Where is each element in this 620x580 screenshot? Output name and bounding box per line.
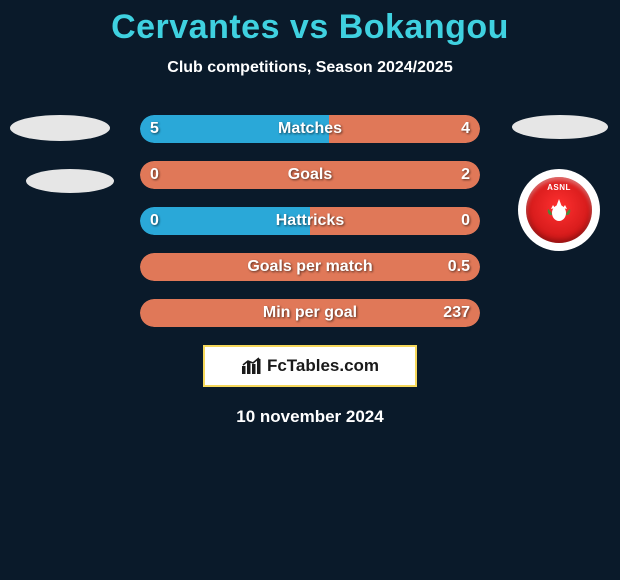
bar-right	[140, 299, 480, 327]
stat-row: Matches54	[0, 115, 620, 143]
page-title: Cervantes vs Bokangou	[0, 8, 620, 47]
stat-row: Min per goal237	[0, 299, 620, 327]
bar-track	[140, 299, 480, 327]
stat-row: Hattricks00	[0, 207, 620, 235]
bar-track	[140, 115, 480, 143]
bar-track	[140, 161, 480, 189]
footer-date: 10 november 2024	[0, 407, 620, 427]
bar-track	[140, 253, 480, 281]
bar-right	[140, 161, 480, 189]
bar-left	[140, 115, 329, 143]
stat-row: Goals per match0.5	[0, 253, 620, 281]
stat-row: Goals02	[0, 161, 620, 189]
stat-rows: Matches54 Goals02 Hattricks00 Goals per mat…	[0, 115, 620, 327]
bar-track	[140, 207, 480, 235]
watermark: FcTables.com	[203, 345, 417, 387]
bar-right	[329, 115, 480, 143]
watermark-text: FcTables.com	[267, 356, 379, 376]
bar-right	[310, 207, 480, 235]
comparison-infographic: Cervantes vs Bokangou Club competitions,…	[0, 0, 620, 427]
page-subtitle: Club competitions, Season 2024/2025	[0, 59, 620, 77]
bar-left	[140, 207, 310, 235]
chart-area: ASNL Matches54Goals02Hattricks00Goals pe…	[0, 115, 620, 327]
chart-bars-icon	[241, 357, 263, 375]
bar-right	[140, 253, 480, 281]
